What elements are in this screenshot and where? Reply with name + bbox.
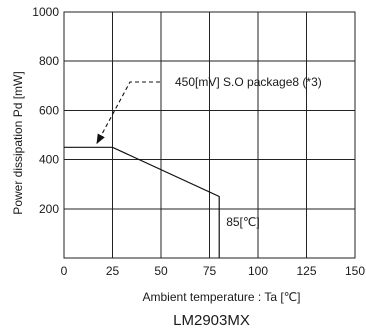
chart-tick-labels: 0 25 50 75 100 125 150 200 400 600 800 1000 <box>32 5 365 278</box>
x-tick-label: 75 <box>203 264 217 278</box>
temperature-limit-label: 85[℃] <box>226 215 260 229</box>
plot-frame <box>63 11 356 259</box>
y-tick-label: 400 <box>39 153 59 167</box>
x-axis-title: Ambient temperature : Ta [℃] <box>143 290 301 304</box>
x-tick-label: 0 <box>61 264 68 278</box>
chart-series <box>64 146 220 258</box>
y-tick-label: 1000 <box>32 5 59 19</box>
y-axis-title: Power dissipation Pd [mW] <box>11 71 25 214</box>
chart-grid <box>64 12 355 258</box>
x-tick-label: 50 <box>154 264 168 278</box>
x-tick-label: 150 <box>345 264 365 278</box>
package-annotation-label: 450[mV] S.O package8 (*3) <box>175 75 322 89</box>
x-tick-label: 25 <box>106 264 120 278</box>
y-tick-label: 200 <box>39 202 59 216</box>
y-tick-label: 600 <box>39 103 59 117</box>
x-tick-label: 100 <box>248 264 268 278</box>
y-tick-label: 800 <box>39 54 59 68</box>
package-annotation-arrow <box>96 81 160 145</box>
series-line-0 <box>64 146 220 258</box>
x-tick-label: 125 <box>296 264 316 278</box>
chart-caption: LM2903MX <box>173 312 250 329</box>
